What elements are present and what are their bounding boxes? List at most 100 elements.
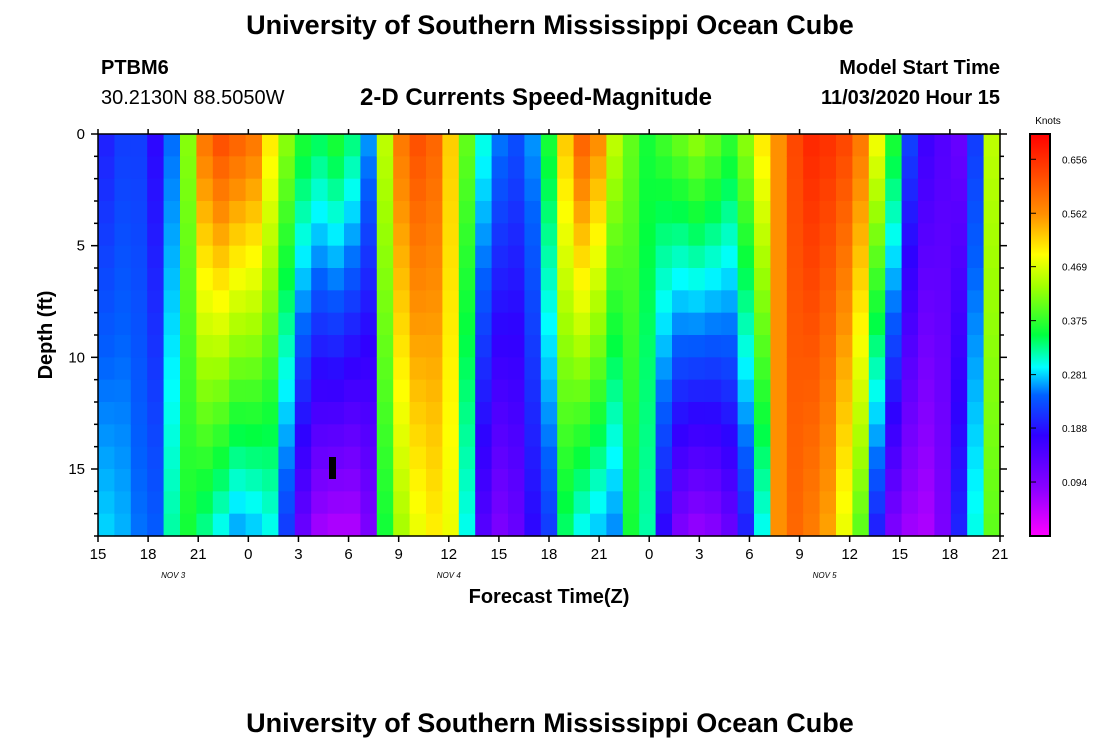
heatmap-cell (967, 312, 985, 336)
heatmap-cell (180, 335, 197, 358)
heatmap-cell (376, 469, 394, 492)
heatmap-cell (508, 513, 525, 537)
heatmap-cell (852, 223, 870, 247)
heatmap-cell (622, 201, 640, 224)
heatmap-cell (393, 245, 411, 269)
heatmap-cell (262, 201, 279, 224)
heatmap-cell (229, 223, 247, 247)
heatmap-cell (836, 245, 853, 269)
heatmap-cell (622, 491, 640, 515)
heatmap-cell (294, 402, 312, 425)
heatmap-cell (688, 290, 706, 314)
heatmap-cell (196, 290, 214, 314)
heatmap-cell (344, 469, 361, 492)
x-tick-label: 12 (841, 546, 858, 563)
heatmap-cell (294, 223, 312, 247)
heatmap-cell (852, 312, 870, 336)
heatmap-cell (327, 491, 345, 515)
heatmap-cell (721, 446, 739, 470)
heatmap-cell (376, 312, 394, 336)
heatmap-cell (475, 513, 493, 537)
heatmap-cell (901, 513, 919, 537)
heatmap-cell (409, 402, 427, 425)
heatmap-cell (704, 357, 722, 381)
heatmap-cell (672, 156, 689, 180)
heatmap-cell (721, 178, 739, 202)
heatmap-cell (721, 424, 739, 448)
heatmap-cell (278, 201, 296, 224)
heatmap-cell (163, 134, 181, 157)
heatmap-cell (344, 245, 361, 269)
heatmap-cell (918, 290, 935, 314)
heatmap-cell (393, 491, 411, 515)
day-label: NOV 5 (813, 571, 838, 580)
heatmap-cell (590, 379, 607, 403)
heatmap-cell (196, 379, 214, 403)
heatmap-cell (212, 290, 230, 314)
heatmap-cell (950, 312, 968, 336)
heatmap-cell (180, 268, 197, 291)
x-tick-label: 0 (244, 546, 252, 563)
heatmap-cell (737, 134, 755, 157)
heatmap-cell (950, 245, 968, 269)
heatmap-cell (245, 178, 263, 202)
heatmap-cell (180, 178, 197, 202)
heatmap-cell (557, 469, 575, 492)
heatmap-cell (229, 134, 247, 157)
heatmap-cell (442, 513, 460, 537)
heatmap-cell (393, 446, 411, 470)
heatmap-cell (409, 290, 427, 314)
heatmap-cell (754, 156, 771, 180)
heatmap-cell (524, 290, 542, 314)
heatmap-cell (590, 357, 607, 381)
heatmap-cell (819, 201, 837, 224)
heatmap-cell (524, 357, 542, 381)
heatmap-cell (868, 178, 886, 202)
heatmap-cell (212, 178, 230, 202)
heatmap-cell (294, 513, 312, 537)
heatmap-cell (229, 491, 247, 515)
heatmap-cell (409, 268, 427, 291)
heatmap-cell (688, 201, 706, 224)
heatmap-cell (967, 491, 985, 515)
heatmap-cell (458, 335, 476, 358)
heatmap-cell (327, 156, 345, 180)
heatmap-cell (704, 402, 722, 425)
heatmap-cell (229, 290, 247, 314)
heatmap-cell (163, 201, 181, 224)
heatmap-cell (409, 469, 427, 492)
station-coordinates: 30.2130N 88.5050W (101, 87, 285, 109)
heatmap-cell (262, 312, 279, 336)
heatmap-cell (672, 223, 689, 247)
heatmap-cell (409, 491, 427, 515)
heatmap-cell (344, 335, 361, 358)
heatmap-cell (491, 357, 509, 381)
heatmap-cell (311, 178, 329, 202)
heatmap-cell (245, 335, 263, 358)
heatmap-cell (901, 156, 919, 180)
heatmap-cell (524, 513, 542, 537)
heatmap-cell (426, 268, 443, 291)
heatmap-cell (262, 446, 279, 470)
heatmap-cell (655, 491, 673, 515)
heatmap-cell (114, 513, 132, 537)
heatmap-cell (737, 402, 755, 425)
heatmap-cell (590, 201, 607, 224)
heatmap-cell (376, 201, 394, 224)
heatmap-cell (114, 335, 132, 358)
heatmap-cell (868, 379, 886, 403)
heatmap-cell (458, 223, 476, 247)
heatmap-cell (376, 491, 394, 515)
heatmap-cell (98, 223, 115, 247)
heatmap-cell (737, 268, 755, 291)
heatmap-cell (934, 491, 952, 515)
heatmap-cell (868, 402, 886, 425)
heatmap-cell (786, 424, 804, 448)
heatmap-cell (524, 379, 542, 403)
heatmap-cell (491, 178, 509, 202)
heatmap-cell (786, 245, 804, 269)
heatmap-cell (393, 335, 411, 358)
heatmap-cell (360, 290, 378, 314)
heatmap-cell (868, 491, 886, 515)
heatmap-cell (376, 357, 394, 381)
